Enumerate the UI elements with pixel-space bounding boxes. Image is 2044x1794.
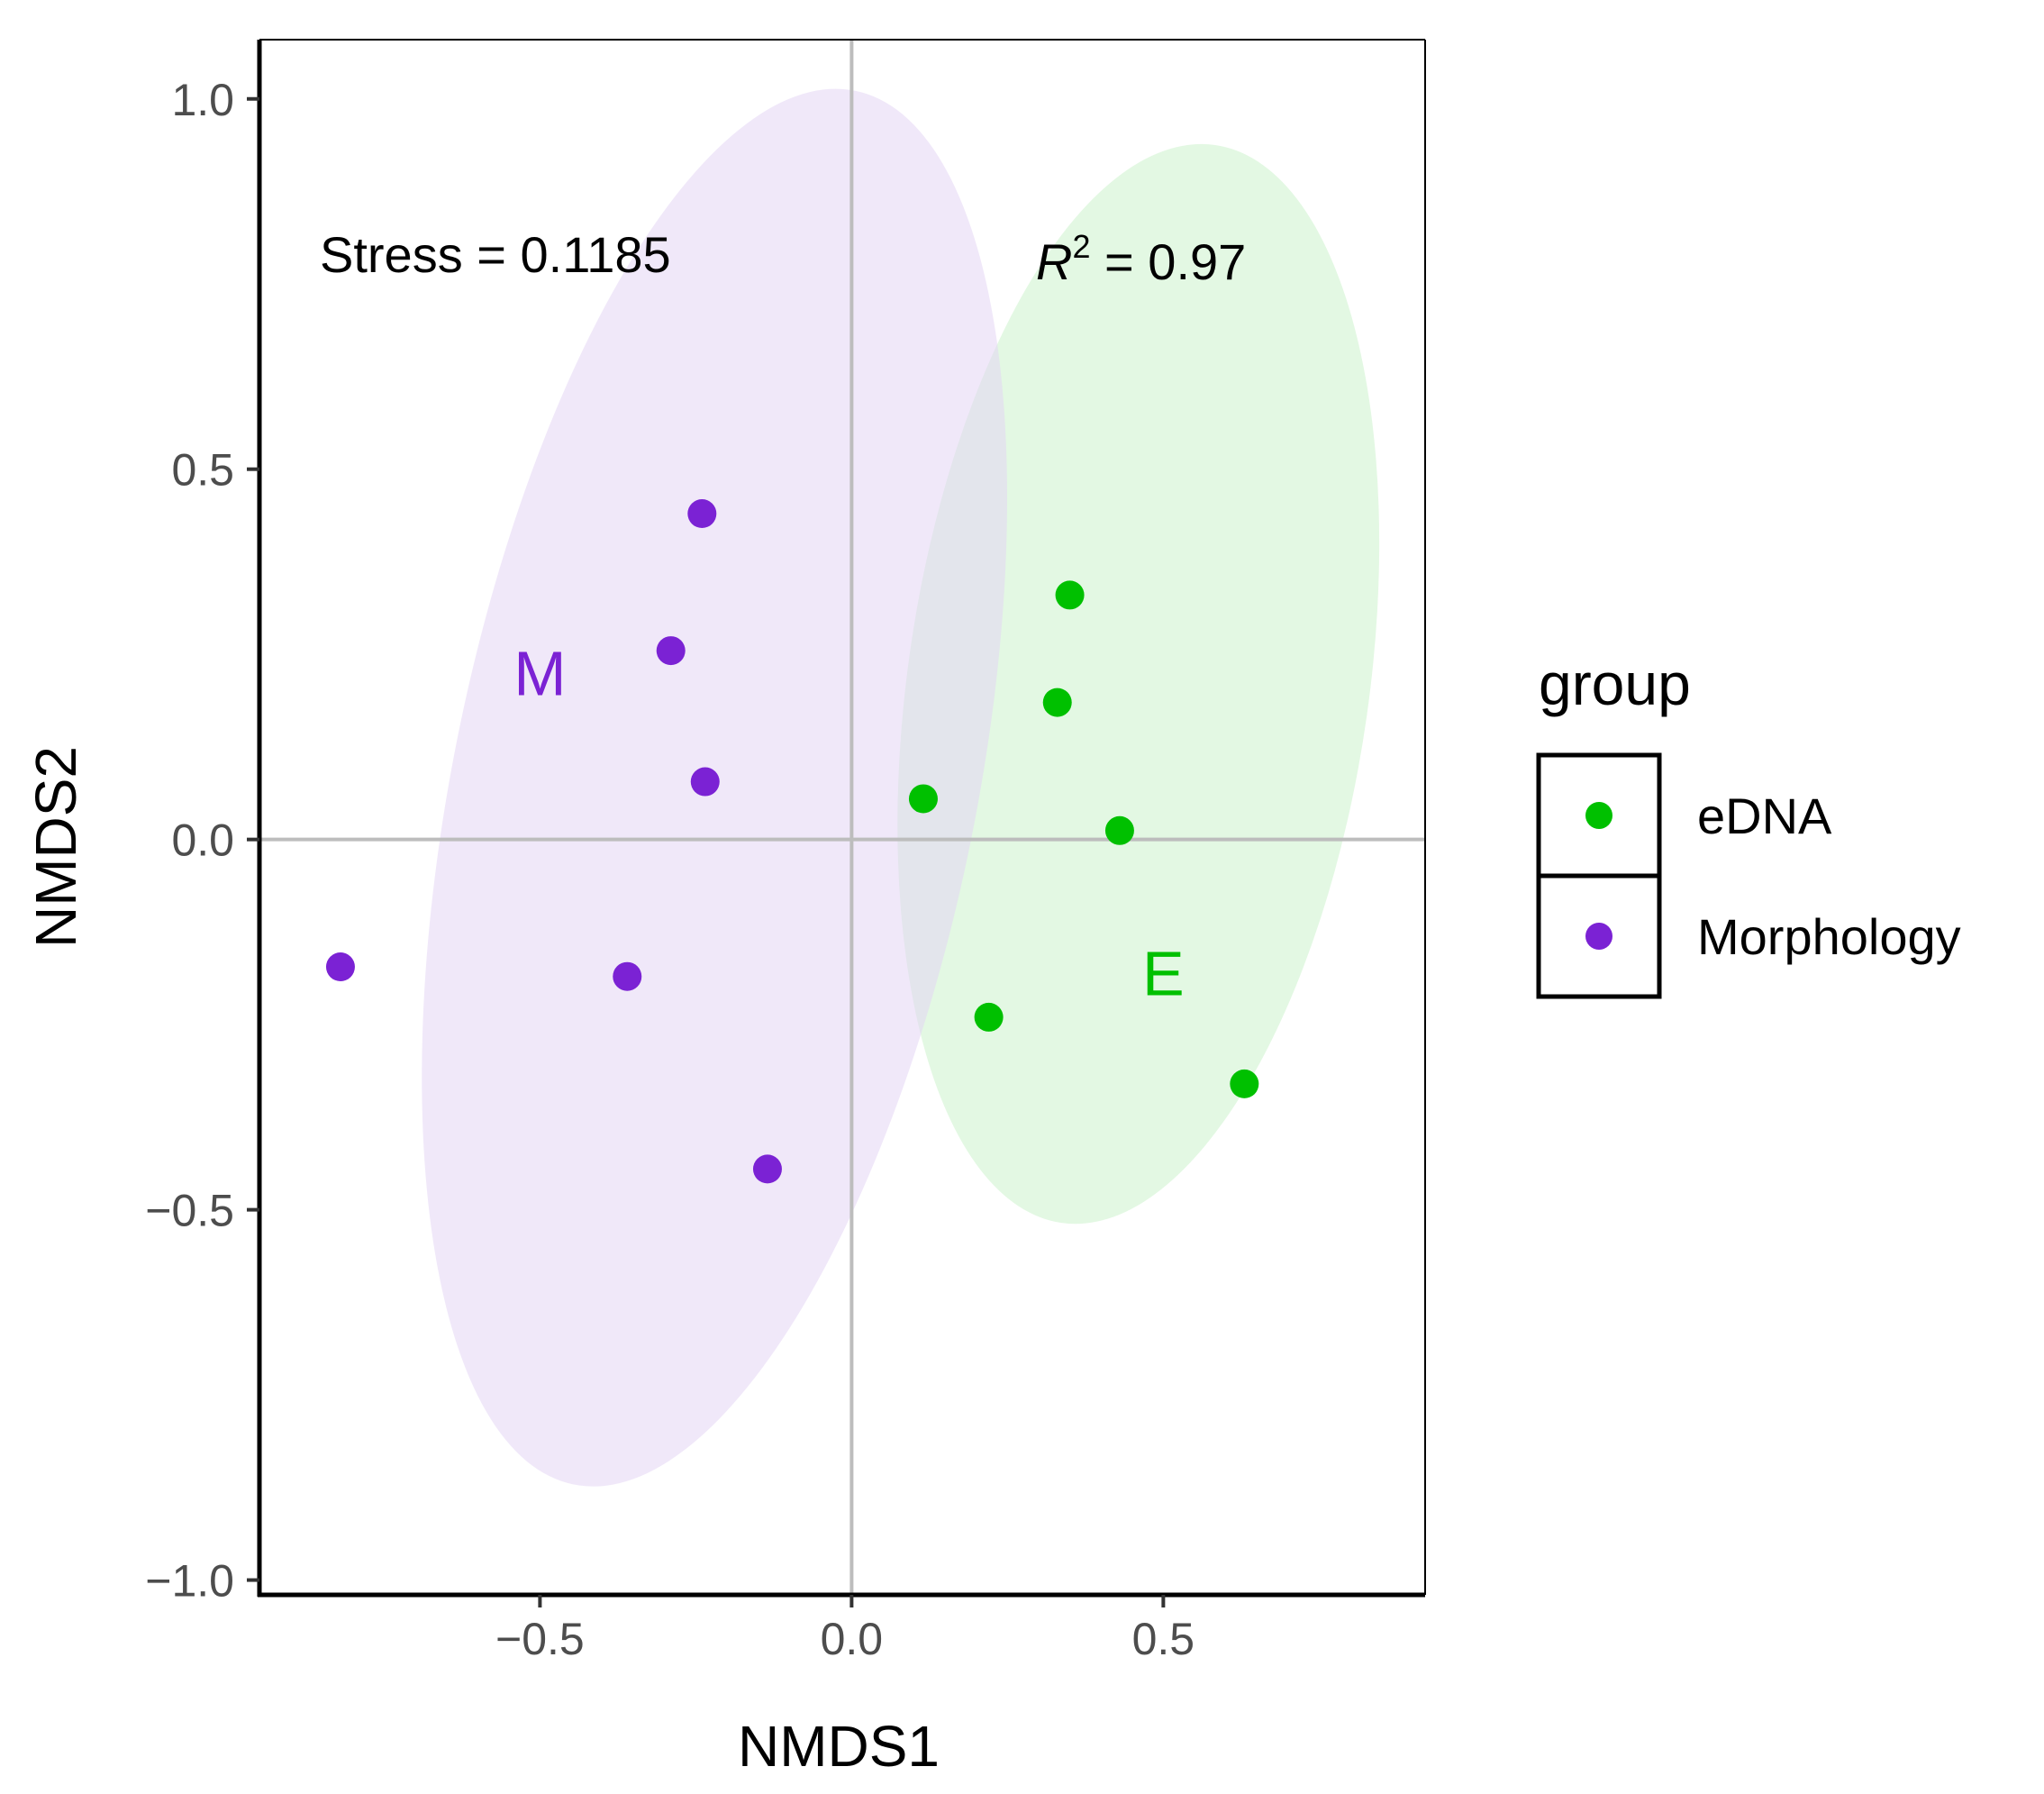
legend-label-edna: eDNA	[1697, 788, 1832, 844]
reference-lines	[259, 40, 1425, 1595]
point-morphology-4	[325, 952, 355, 982]
y-axis-title: NMDS2	[23, 746, 88, 948]
legend-title: group	[1539, 651, 1691, 717]
ellipse-edna	[897, 143, 1380, 1225]
data-points	[325, 499, 1259, 1184]
y-tick-label-4: 1.0	[171, 75, 234, 125]
y-tick-label-1: −0.5	[145, 1186, 234, 1236]
y-tick-label-2: 0.0	[171, 815, 234, 866]
x-axis-title: NMDS1	[738, 1714, 940, 1779]
axes: −0.5 0.0 0.5 −1.0 −0.5 0.0 0.5 1.0	[145, 39, 1426, 1664]
r-squared-value: = 0.97	[1090, 233, 1246, 290]
point-edna-5	[974, 1002, 1004, 1032]
point-morphology-5	[613, 961, 642, 991]
y-tick-label-3: 0.5	[171, 445, 234, 496]
point-edna-1	[1055, 580, 1085, 610]
legend: group eDNA Morphology	[1536, 651, 1961, 999]
legend-dot-edna	[1585, 802, 1612, 829]
group-label-morphology: M	[513, 638, 566, 708]
x-tick-label-2: 0.5	[1132, 1614, 1195, 1664]
legend-dot-morphology	[1585, 923, 1612, 950]
r-squared-symbol: R	[1036, 233, 1072, 290]
point-morphology-2	[656, 636, 686, 666]
point-edna-4	[1104, 815, 1134, 845]
y-tick-label-0: −1.0	[145, 1556, 234, 1607]
stress-annotation: Stress = 0.1185	[320, 226, 671, 283]
point-morphology-3	[690, 767, 720, 797]
x-tick-label-0: −0.5	[495, 1614, 585, 1664]
group-labels: EM	[513, 638, 1184, 1008]
r-squared-annotation: R2 = 0.97	[1036, 228, 1246, 290]
point-edna-6	[1230, 1069, 1259, 1098]
x-tick-label-1: 0.0	[821, 1614, 884, 1664]
legend-label-morphology: Morphology	[1697, 908, 1961, 965]
point-morphology-1	[687, 499, 717, 529]
point-edna-2	[1042, 688, 1072, 717]
point-edna-3	[908, 784, 938, 814]
point-morphology-6	[752, 1154, 782, 1184]
r-squared-exponent: 2	[1072, 228, 1090, 265]
group-label-edna: E	[1142, 938, 1185, 1008]
